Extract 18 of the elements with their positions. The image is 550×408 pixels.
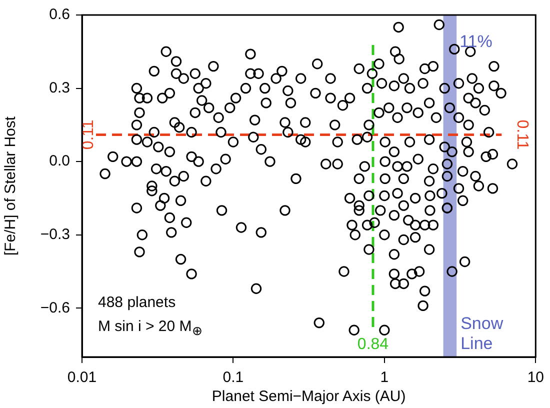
annotation: 11% [460, 32, 492, 51]
text: 0.11 [514, 120, 531, 150]
ref-line-label: 0.11 [80, 120, 97, 150]
x-tick-label: 1 [380, 369, 389, 386]
x-axis-title: Planet Semi−Major Axis (AU) [212, 388, 406, 406]
y-axis-title: [Fe/H] of Stellar Host [2, 116, 20, 256]
y-tick-label: −0.6 [40, 299, 70, 316]
y-tick-label: 0.3 [49, 79, 70, 96]
y-tick-label: −0.3 [40, 226, 70, 243]
ref-line-label: 0.84 [357, 336, 389, 353]
y-tick-label: 0.6 [49, 6, 70, 24]
x-tick-label: 0.01 [67, 369, 97, 386]
band-label: Snow Line [460, 314, 504, 353]
annotation: M sin i > 20 M$_{⊕}$ [98, 318, 203, 338]
x-tick-label: 10 [527, 369, 544, 386]
annotation: 488 planets [98, 294, 176, 311]
x-tick-label: 0.1 [222, 369, 244, 386]
y-tick-label: 0.0 [49, 152, 70, 170]
